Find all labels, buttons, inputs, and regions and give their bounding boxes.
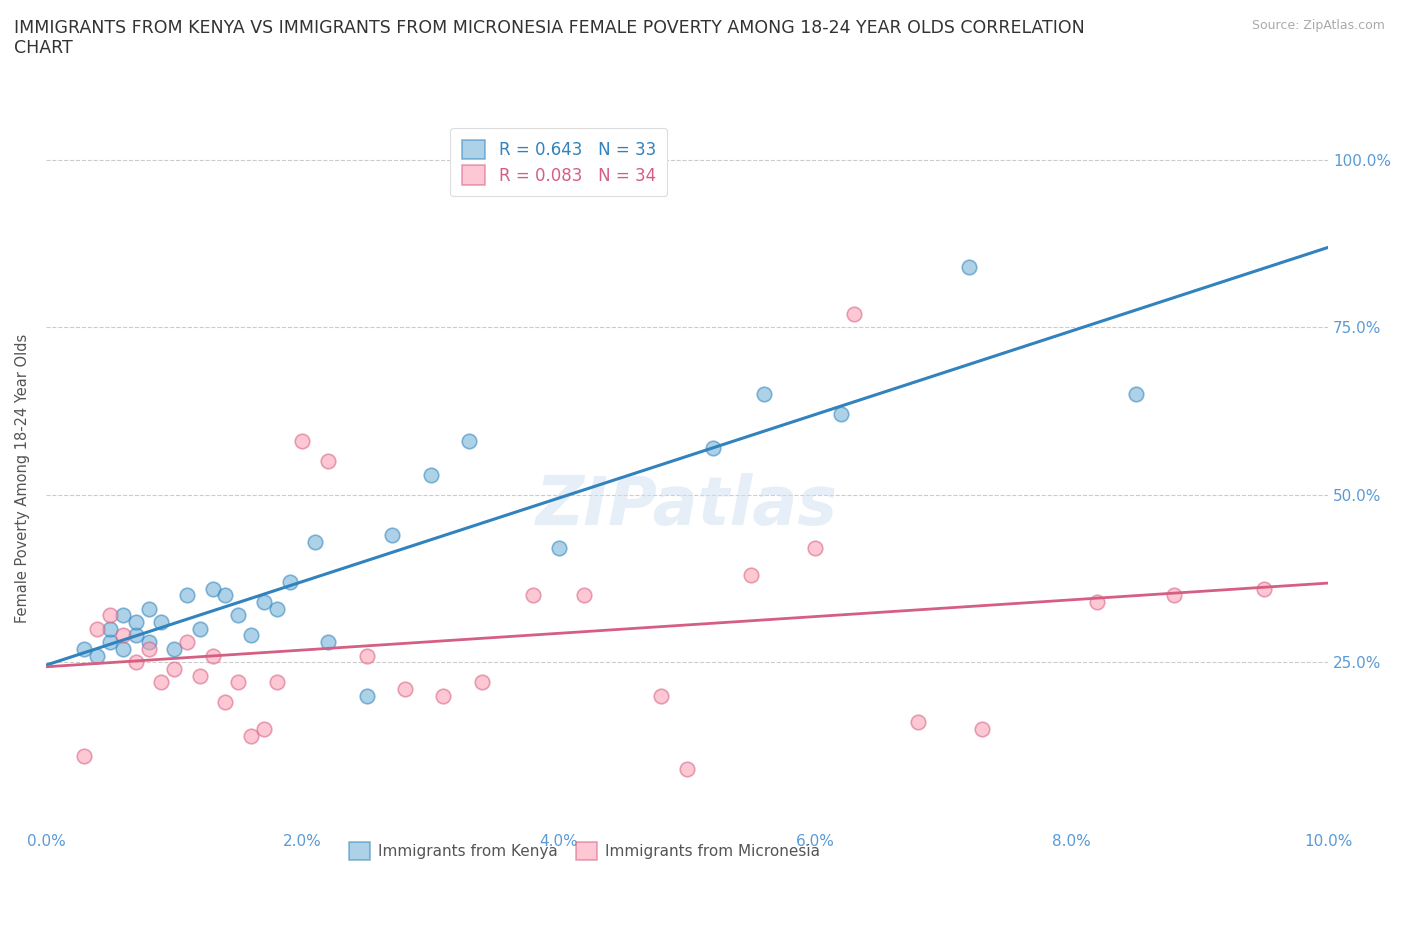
Point	[253, 594, 276, 609]
Text: IMMIGRANTS FROM KENYA VS IMMIGRANTS FROM MICRONESIA FEMALE POVERTY AMONG 18-24 Y: IMMIGRANTS FROM KENYA VS IMMIGRANTS FROM…	[14, 19, 1085, 58]
Point	[522, 588, 544, 603]
Point	[214, 695, 236, 710]
Point	[740, 567, 762, 582]
Point	[150, 675, 173, 690]
Point	[98, 634, 121, 649]
Point	[253, 722, 276, 737]
Point	[188, 668, 211, 683]
Point	[226, 608, 249, 623]
Point	[86, 621, 108, 636]
Point	[432, 688, 454, 703]
Point	[214, 588, 236, 603]
Legend: Immigrants from Kenya, Immigrants from Micronesia: Immigrants from Kenya, Immigrants from M…	[342, 835, 828, 868]
Point	[111, 608, 134, 623]
Point	[278, 575, 301, 590]
Point	[752, 387, 775, 402]
Point	[1125, 387, 1147, 402]
Point	[970, 722, 993, 737]
Point	[381, 527, 404, 542]
Point	[458, 433, 481, 448]
Point	[163, 642, 186, 657]
Point	[804, 541, 827, 556]
Text: ZIPatlas: ZIPatlas	[536, 473, 838, 539]
Point	[240, 628, 263, 643]
Point	[111, 642, 134, 657]
Point	[394, 682, 416, 697]
Point	[304, 534, 326, 549]
Point	[1163, 588, 1185, 603]
Point	[138, 601, 160, 616]
Point	[138, 634, 160, 649]
Point	[176, 634, 198, 649]
Point	[266, 675, 288, 690]
Point	[201, 581, 224, 596]
Point	[650, 688, 672, 703]
Point	[98, 608, 121, 623]
Point	[73, 642, 96, 657]
Point	[163, 661, 186, 676]
Point	[188, 621, 211, 636]
Point	[201, 648, 224, 663]
Point	[842, 307, 865, 322]
Point	[702, 441, 724, 456]
Point	[86, 648, 108, 663]
Point	[138, 642, 160, 657]
Point	[125, 655, 148, 670]
Point	[125, 615, 148, 630]
Point	[176, 588, 198, 603]
Point	[574, 588, 596, 603]
Point	[1085, 594, 1108, 609]
Point	[73, 749, 96, 764]
Y-axis label: Female Poverty Among 18-24 Year Olds: Female Poverty Among 18-24 Year Olds	[15, 334, 30, 623]
Point	[316, 454, 339, 469]
Point	[125, 628, 148, 643]
Point	[98, 621, 121, 636]
Point	[111, 628, 134, 643]
Point	[266, 601, 288, 616]
Point	[240, 728, 263, 743]
Point	[957, 259, 980, 274]
Point	[291, 433, 314, 448]
Point	[830, 407, 852, 422]
Point	[150, 615, 173, 630]
Point	[471, 675, 494, 690]
Point	[907, 715, 929, 730]
Point	[547, 541, 569, 556]
Point	[1253, 581, 1275, 596]
Point	[316, 634, 339, 649]
Point	[356, 688, 378, 703]
Point	[676, 762, 699, 777]
Text: Source: ZipAtlas.com: Source: ZipAtlas.com	[1251, 19, 1385, 32]
Point	[356, 648, 378, 663]
Point	[419, 467, 441, 482]
Point	[226, 675, 249, 690]
